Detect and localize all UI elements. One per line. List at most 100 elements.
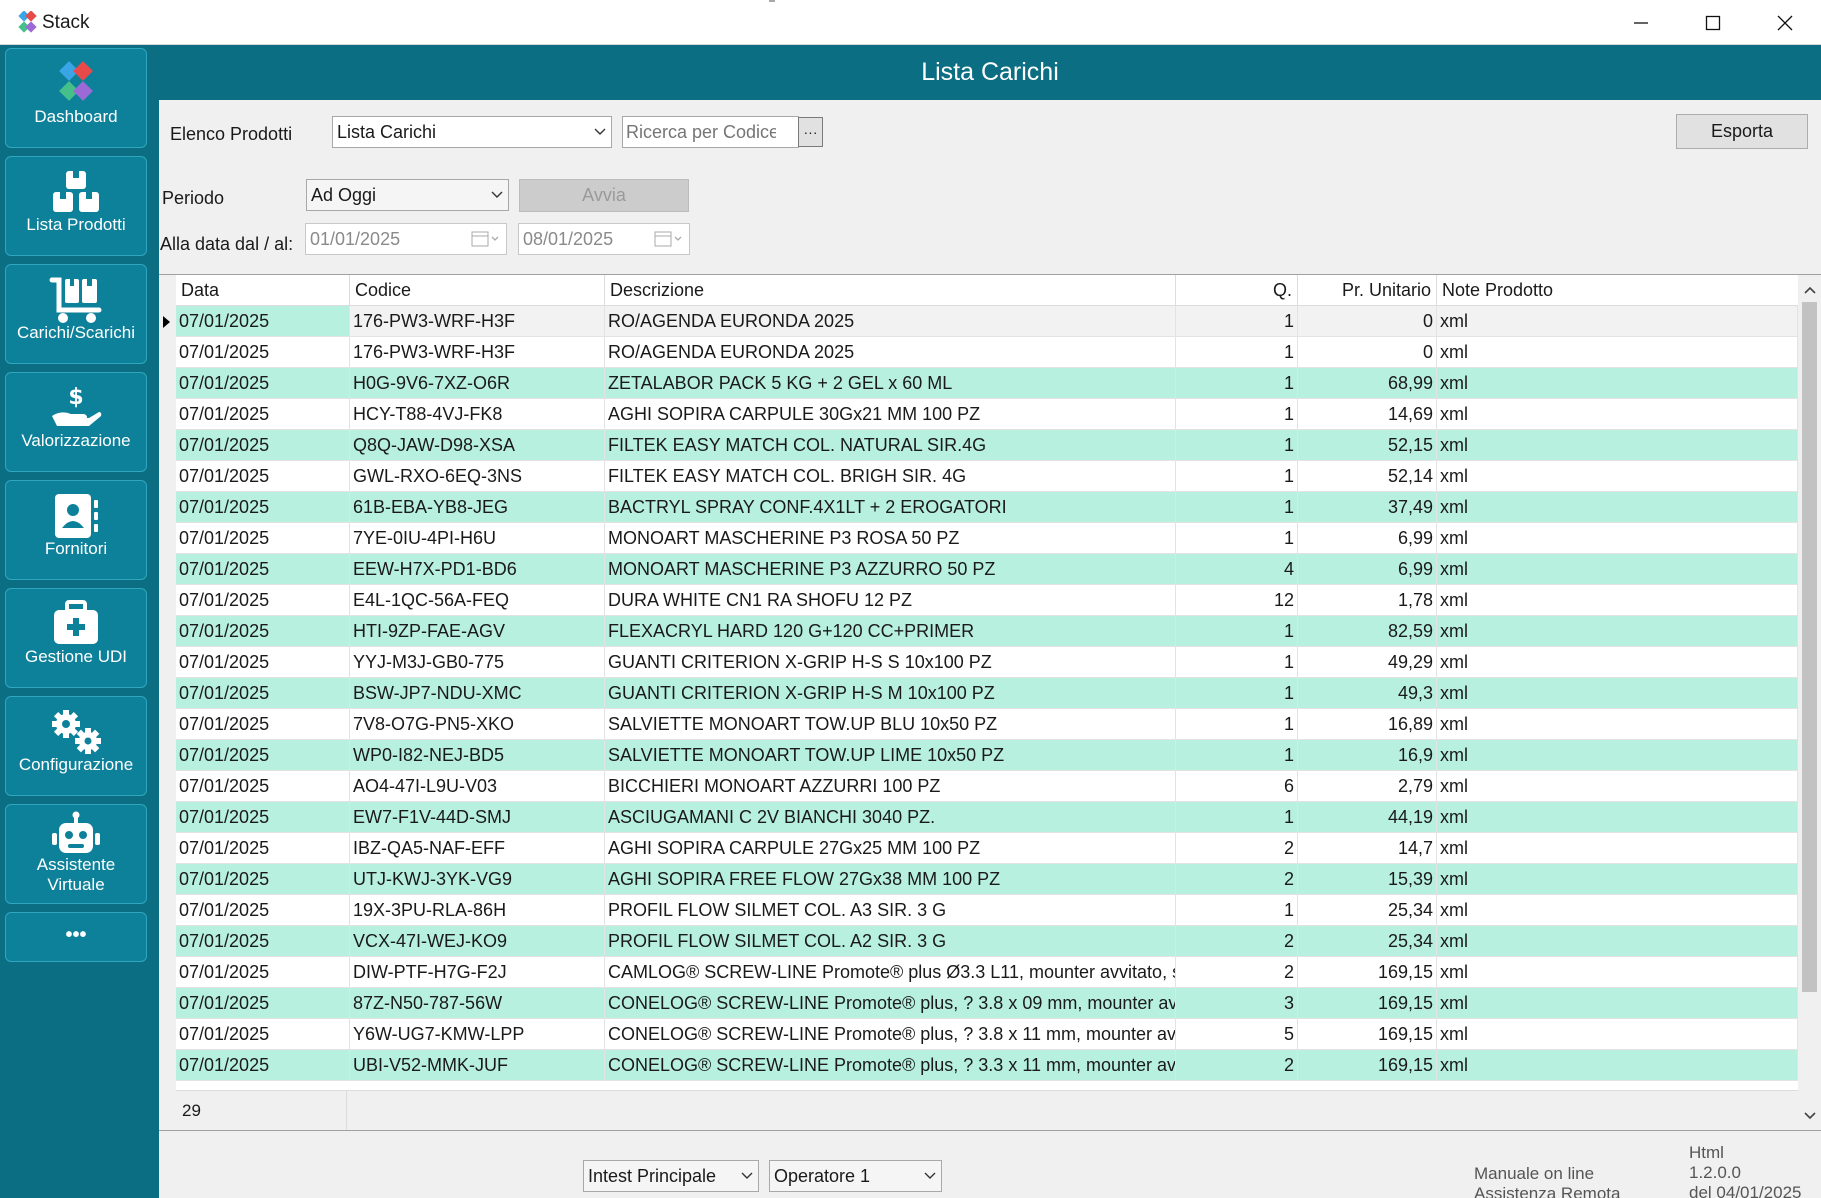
cell-quantita[interactable]: 2 [1176,1050,1298,1081]
table-row[interactable]: 07/01/2025 DIW-PTF-H7G-F2J CAMLOG® SCREW-L… [159,957,1798,988]
cell-data[interactable]: 07/01/2025 [176,523,350,554]
table-row[interactable]: 07/01/2025 BSW-JP7-NDU-XMC GUANTI CRITERIO… [159,678,1798,709]
cell-codice[interactable]: EEW-H7X-PD1-BD6 [350,554,605,585]
cell-prezzo-unitario[interactable]: 1,78 [1298,585,1437,616]
cell-note-prodotto[interactable]: xml [1437,523,1798,554]
cell-descrizione[interactable]: DURA WHITE CN1 RA SHOFU 12 PZ [605,585,1176,616]
cell-quantita[interactable]: 1 [1176,306,1298,337]
table-row[interactable]: 07/01/2025 Y6W-UG7-KMW-LPP CONELOG® SCREW-… [159,1019,1798,1050]
cell-prezzo-unitario[interactable]: 169,15 [1298,957,1437,988]
operatore-select[interactable]: Operatore 1 [769,1160,942,1192]
sidebar-more-button[interactable]: ••• [5,912,147,962]
cell-quantita[interactable]: 12 [1176,585,1298,616]
cell-data[interactable]: 07/01/2025 [176,306,350,337]
cell-data[interactable]: 07/01/2025 [176,833,350,864]
cell-note-prodotto[interactable]: xml [1437,368,1798,399]
cell-prezzo-unitario[interactable]: 15,39 [1298,864,1437,895]
cell-prezzo-unitario[interactable]: 44,19 [1298,802,1437,833]
sidebar-item-fornitori[interactable]: Fornitori [5,480,147,580]
cell-descrizione[interactable]: SALVIETTE MONOART TOW.UP BLU 10x50 PZ [605,709,1176,740]
cell-quantita[interactable]: 1 [1176,430,1298,461]
cell-data[interactable]: 07/01/2025 [176,709,350,740]
cell-note-prodotto[interactable]: xml [1437,492,1798,523]
table-row[interactable]: 07/01/2025 176-PW3-WRF-H3F RO/AGENDA EURON… [159,337,1798,368]
table-row[interactable]: 07/01/2025 Q8Q-JAW-D98-XSA FILTEK EASY MAT… [159,430,1798,461]
search-field[interactable] [622,116,799,148]
table-row[interactable]: 07/01/2025 87Z-N50-787-56W CONELOG® SCREW-… [159,988,1798,1019]
cell-codice[interactable]: GWL-RXO-6EQ-3NS [350,461,605,492]
cell-quantita[interactable]: 1 [1176,399,1298,430]
cell-codice[interactable]: Y6W-UG7-KMW-LPP [350,1019,605,1050]
cell-quantita[interactable]: 3 [1176,988,1298,1019]
cell-prezzo-unitario[interactable]: 52,15 [1298,430,1437,461]
cell-codice[interactable]: HTI-9ZP-FAE-AGV [350,616,605,647]
cell-descrizione[interactable]: PROFIL FLOW SILMET COL. A3 SIR. 3 G [605,895,1176,926]
elenco-prodotti-select[interactable]: Lista Carichi [332,116,612,148]
cell-note-prodotto[interactable]: xml [1437,306,1798,337]
cell-codice[interactable]: E4L-1QC-56A-FEQ [350,585,605,616]
cell-descrizione[interactable]: RO/AGENDA EURONDA 2025 [605,337,1176,368]
cell-note-prodotto[interactable]: xml [1437,678,1798,709]
cell-descrizione[interactable]: CONELOG® SCREW-LINE Promote® plus, ? 3.3… [605,1050,1176,1081]
cell-data[interactable]: 07/01/2025 [176,647,350,678]
cell-descrizione[interactable]: GUANTI CRITERION X-GRIP H-S M 10x100 PZ [605,678,1176,709]
cell-note-prodotto[interactable]: xml [1437,740,1798,771]
cell-codice[interactable]: H0G-9V6-7XZ-O6R [350,368,605,399]
cell-note-prodotto[interactable]: xml [1437,895,1798,926]
manuale-online-link[interactable]: Manuale on line [1474,1164,1595,1183]
table-row[interactable]: 07/01/2025 7V8-O7G-PN5-XKO SALVIETTE MONOA… [159,709,1798,740]
cell-data[interactable]: 07/01/2025 [176,740,350,771]
cell-note-prodotto[interactable]: xml [1437,337,1798,368]
cell-prezzo-unitario[interactable]: 14,7 [1298,833,1437,864]
cell-prezzo-unitario[interactable]: 0 [1298,306,1437,337]
cell-descrizione[interactable]: FLEXACRYL HARD 120 G+120 CC+PRIMER [605,616,1176,647]
cell-descrizione[interactable]: AGHI SOPIRA CARPULE 27Gx25 MM 100 PZ [605,833,1176,864]
cell-quantita[interactable]: 1 [1176,337,1298,368]
cell-quantita[interactable]: 1 [1176,895,1298,926]
cell-descrizione[interactable]: CONELOG® SCREW-LINE Promote® plus, ? 3.8… [605,988,1176,1019]
cell-quantita[interactable]: 1 [1176,647,1298,678]
cell-note-prodotto[interactable]: xml [1437,802,1798,833]
cell-quantita[interactable]: 1 [1176,802,1298,833]
cell-descrizione[interactable]: ASCIUGAMANI C 2V BIANCHI 3040 PZ. [605,802,1176,833]
cell-descrizione[interactable]: AGHI SOPIRA CARPULE 30Gx21 MM 100 PZ [605,399,1176,430]
cell-descrizione[interactable]: BICCHIERI MONOART AZZURRI 100 PZ [605,771,1176,802]
cell-descrizione[interactable]: MONOART MASCHERINE P3 AZZURRO 50 PZ [605,554,1176,585]
cell-descrizione[interactable]: PROFIL FLOW SILMET COL. A2 SIR. 3 G [605,926,1176,957]
cell-prezzo-unitario[interactable]: 169,15 [1298,1050,1437,1081]
cell-note-prodotto[interactable]: xml [1437,647,1798,678]
cell-quantita[interactable]: 6 [1176,771,1298,802]
cell-codice[interactable]: 19X-3PU-RLA-86H [350,895,605,926]
cell-data[interactable]: 07/01/2025 [176,1019,350,1050]
column-header-quantita[interactable]: Q. [1176,275,1298,306]
search-input[interactable] [626,121,776,143]
table-row[interactable]: 07/01/2025 VCX-47I-WEJ-KO9 PROFIL FLOW SIL… [159,926,1798,957]
sidebar-item-lista-prodotti[interactable]: Lista Prodotti [5,156,147,256]
cell-descrizione[interactable]: FILTEK EASY MATCH COL. NATURAL SIR.4G [605,430,1176,461]
date-to-picker[interactable]: 08/01/2025 [518,223,690,255]
table-row[interactable]: 07/01/2025 EW7-F1V-44D-SMJ ASCIUGAMANI C 2… [159,802,1798,833]
cell-codice[interactable]: WP0-I82-NEJ-BD5 [350,740,605,771]
scroll-thumb[interactable] [1802,302,1817,992]
cell-descrizione[interactable]: AGHI SOPIRA FREE FLOW 27Gx38 MM 100 PZ [605,864,1176,895]
table-row[interactable]: 07/01/2025 H0G-9V6-7XZ-O6R ZETALABOR PACK … [159,368,1798,399]
cell-note-prodotto[interactable]: xml [1437,399,1798,430]
cell-quantita[interactable]: 2 [1176,957,1298,988]
sidebar-item-configurazione[interactable]: Configurazione [5,696,147,796]
sidebar-item-valorizzazione[interactable]: $ Valorizzazione [5,372,147,472]
table-row[interactable]: 07/01/2025 176-PW3-WRF-H3F RO/AGENDA EURON… [159,306,1798,337]
scroll-down-icon[interactable] [1798,1103,1821,1128]
cell-codice[interactable]: 7YE-0IU-4PI-H6U [350,523,605,554]
cell-quantita[interactable]: 1 [1176,461,1298,492]
table-row[interactable]: 07/01/2025 EEW-H7X-PD1-BD6 MONOART MASCHER… [159,554,1798,585]
cell-prezzo-unitario[interactable]: 25,34 [1298,895,1437,926]
cell-note-prodotto[interactable]: xml [1437,926,1798,957]
cell-codice[interactable]: Q8Q-JAW-D98-XSA [350,430,605,461]
cell-prezzo-unitario[interactable]: 2,79 [1298,771,1437,802]
cell-note-prodotto[interactable]: xml [1437,1019,1798,1050]
cell-quantita[interactable]: 1 [1176,740,1298,771]
cell-quantita[interactable]: 4 [1176,554,1298,585]
table-row[interactable]: 07/01/2025 HCY-T88-4VJ-FK8 AGHI SOPIRA CAR… [159,399,1798,430]
cell-data[interactable]: 07/01/2025 [176,399,350,430]
sidebar-item-assistente-virtuale[interactable]: Assistente Virtuale [5,804,147,904]
